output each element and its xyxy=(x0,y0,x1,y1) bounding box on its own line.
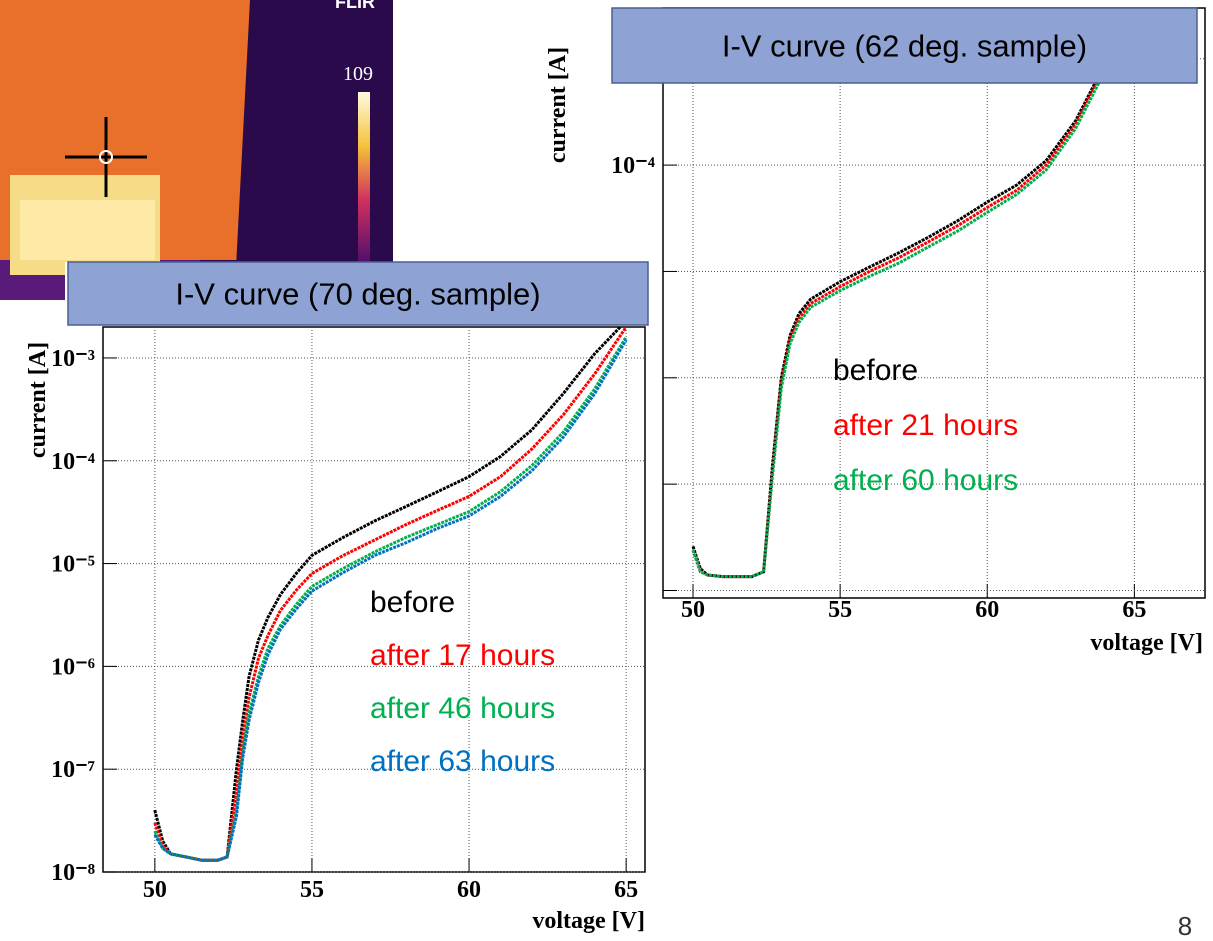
chart-70-deg: 50 55 60 65 10⁻⁸ 10⁻⁷ 10⁻⁶ 10⁻⁵ 10⁻⁴ 10⁻³current … xyxy=(25,261,655,941)
iv-curve xyxy=(691,74,1101,579)
chart-title: I-V curve (70 deg. sample) xyxy=(175,277,540,312)
y-tick-label: 10⁻⁴ xyxy=(51,449,95,475)
chart-background xyxy=(65,262,655,941)
x-axis-label: voltage [V] xyxy=(1090,630,1203,656)
camera-brand: FLIR xyxy=(335,0,375,12)
thermal-scale-max: 109 xyxy=(343,63,373,85)
y-tick-label: 10⁻⁸ xyxy=(51,860,95,886)
chart-title: I-V curve (62 deg. sample) xyxy=(722,29,1087,64)
iv-curve xyxy=(153,327,628,862)
x-tick-label: 55 xyxy=(300,877,324,903)
y-tick-label: 10⁻⁴ xyxy=(611,153,655,179)
iv-curve xyxy=(153,327,623,862)
legend-entry: after 46 hours xyxy=(370,692,555,725)
y-axis-label: current [A] xyxy=(25,342,51,458)
x-axis-label: voltage [V] xyxy=(532,908,645,934)
y-tick-label: 10⁻³ xyxy=(51,346,95,372)
legend-entry: after 17 hours xyxy=(370,639,555,672)
legend-entry: after 63 hours xyxy=(370,745,555,778)
x-tick-label: 50 xyxy=(143,877,167,903)
x-tick-label: 55 xyxy=(828,597,852,623)
legend-entry: before xyxy=(370,586,455,619)
x-tick-label: 50 xyxy=(681,597,705,623)
title-box xyxy=(611,7,1198,84)
y-axis-label: current [A] xyxy=(545,47,571,163)
chart-62-deg: 5055606510⁻⁸10⁻⁷10⁻⁶10⁻⁵10⁻⁴10⁻³current … xyxy=(545,0,1213,660)
y-tick-label: 10⁻⁶ xyxy=(51,654,95,680)
y-tick-label: 10⁻⁷ xyxy=(51,757,95,783)
thermal-image: 109 FLIR xyxy=(0,0,393,300)
x-tick-label: 65 xyxy=(614,877,638,903)
chart-background xyxy=(550,0,1213,660)
x-tick-label: 65 xyxy=(1122,597,1146,623)
y-tick-label: 10⁻⁵ xyxy=(51,552,95,578)
title-box xyxy=(67,261,649,326)
x-tick-label: 60 xyxy=(975,597,999,623)
legend-entry: after 21 hours xyxy=(833,409,1018,442)
legend-entry: after 60 hours xyxy=(833,464,1018,497)
iv-curve xyxy=(153,339,628,862)
legend-entry: before xyxy=(833,354,918,387)
page-number: 8 xyxy=(1178,911,1192,941)
x-tick-label: 60 xyxy=(457,877,481,903)
